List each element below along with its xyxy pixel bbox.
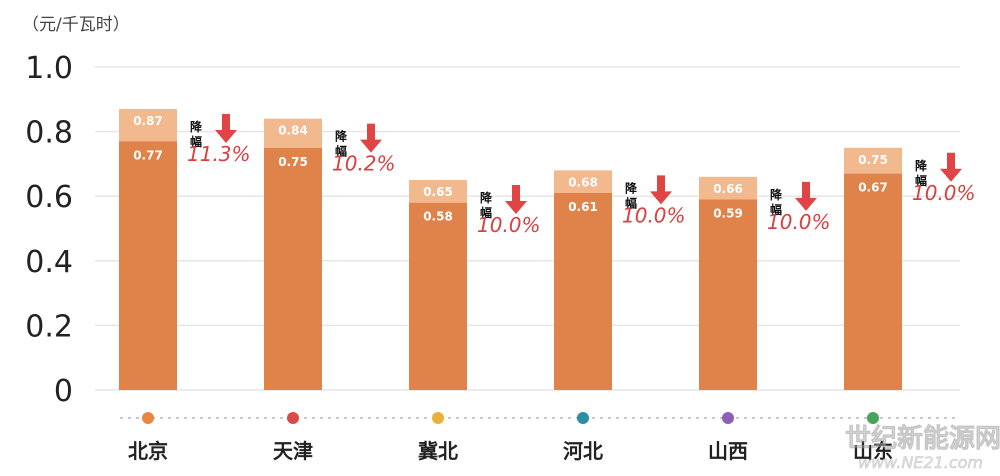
x-category-label: 山东 <box>853 439 893 463</box>
down-arrow-icon <box>505 185 527 215</box>
data-label-upper: 0.87 <box>133 114 163 128</box>
decline-label-char: 幅 <box>625 195 637 210</box>
bar-lower-segment <box>844 173 902 390</box>
x-category-label: 北京 <box>128 439 168 463</box>
bars: 0.87 0.77 0.84 0.75 0.65 0.58 0.68 0.61 0.66 0.59… <box>119 108 902 390</box>
x-category-label: 天津 <box>273 439 313 463</box>
watermark-line1: 世纪新能源网 <box>845 423 1000 454</box>
data-label-lower: 0.77 <box>133 148 163 162</box>
y-axis-unit-label: （元/千瓦时） <box>22 15 130 35</box>
category-marker-dot <box>287 412 299 424</box>
decline-label-char: 降 <box>770 187 783 202</box>
down-arrow-icon <box>940 152 962 182</box>
data-label-lower: 0.75 <box>278 155 308 169</box>
data-label-upper: 0.68 <box>568 175 598 189</box>
down-arrow-icon <box>795 181 817 211</box>
data-label-upper: 0.66 <box>713 182 743 196</box>
bar-lower-segment <box>699 199 757 390</box>
decline-label-char: 幅 <box>915 173 927 188</box>
decline-label-char: 降 <box>625 180 638 195</box>
down-arrow-icon <box>215 113 237 143</box>
down-arrow-icon <box>650 175 672 205</box>
decline-percent-label: 10.2% <box>332 152 396 176</box>
decline-label-char: 幅 <box>770 202 782 217</box>
bar-upper-segment <box>554 170 612 193</box>
data-label-upper: 0.65 <box>423 185 453 199</box>
category-marker-dot <box>142 412 154 424</box>
decline-percent-label: 11.3% <box>187 142 251 166</box>
decline-percent-label: 10.0% <box>912 181 976 205</box>
decline-percent-label: 10.0% <box>477 213 541 237</box>
decline-label-char: 幅 <box>190 134 202 149</box>
decline-label-char: 幅 <box>335 144 347 159</box>
x-axis-categories: 北京 天津 冀北 河北 山西 山东 <box>128 412 893 463</box>
decline-label-char: 降 <box>335 129 348 144</box>
down-arrow-icon <box>360 123 382 153</box>
bar-lower-segment <box>119 141 177 390</box>
data-label-lower: 0.61 <box>568 200 598 214</box>
data-label-upper: 0.84 <box>278 124 308 138</box>
bar-lower-segment <box>264 147 322 390</box>
data-label-lower: 0.59 <box>713 206 743 220</box>
bar-upper-segment <box>844 147 902 174</box>
y-tick-label: 0.6 <box>25 180 73 215</box>
category-marker-dot <box>867 412 879 424</box>
gridlines <box>95 66 960 391</box>
data-label-upper: 0.75 <box>858 153 888 167</box>
category-marker-dot <box>722 412 734 424</box>
y-tick-label: 0.8 <box>25 116 73 151</box>
x-category-label: 河北 <box>563 439 603 463</box>
decline-annotations: 降幅11.3%降幅10.2%降幅10.0%降幅10.0%降幅10.0%降幅10.… <box>187 113 976 237</box>
bar-lower-segment <box>554 192 612 390</box>
y-tick-label: 1.0 <box>25 51 73 86</box>
category-marker-dot <box>432 412 444 424</box>
x-category-label: 山西 <box>708 439 748 463</box>
bar-upper-segment <box>699 176 757 200</box>
watermark: 世纪新能源网 www.NE21.com <box>845 423 1000 473</box>
y-tick-label: 0 <box>54 374 73 409</box>
decline-label-char: 降 <box>480 190 493 205</box>
data-label-lower: 0.67 <box>858 181 888 195</box>
y-tick-label: 0.4 <box>25 245 73 280</box>
data-label-lower: 0.58 <box>423 210 453 224</box>
decline-label-char: 降 <box>190 119 203 134</box>
bar-upper-segment <box>119 108 177 142</box>
x-category-label: 冀北 <box>418 439 458 463</box>
decline-percent-label: 10.0% <box>622 203 686 227</box>
decline-label-char: 降 <box>915 158 928 173</box>
watermark-line2: www.NE21.com <box>858 453 983 472</box>
bar-upper-segment <box>264 118 322 148</box>
bar-lower-segment <box>409 202 467 390</box>
decline-label-char: 幅 <box>480 205 492 220</box>
category-marker-dot <box>577 412 589 424</box>
decline-percent-label: 10.0% <box>767 210 831 234</box>
y-tick-label: 0.2 <box>25 309 73 344</box>
y-axis-ticks: 0 0.2 0.4 0.6 0.8 1.0 <box>25 51 73 409</box>
bar-upper-segment <box>409 180 467 203</box>
